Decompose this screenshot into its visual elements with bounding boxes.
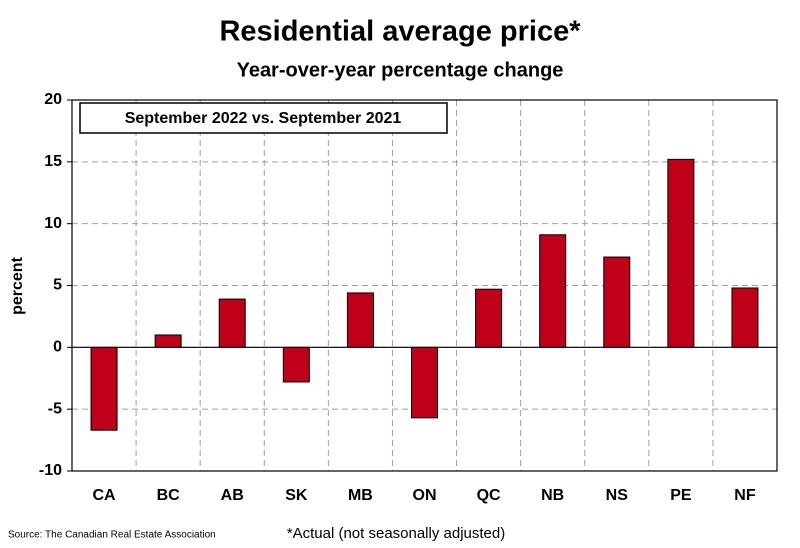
x-tick-label: ON: [413, 487, 437, 504]
bar: [731, 287, 759, 348]
bar: [90, 346, 118, 431]
y-tick-label: -10: [39, 462, 62, 479]
y-tick-label: -5: [48, 400, 62, 417]
bar: [539, 234, 567, 348]
plot-border: [71, 99, 778, 472]
x-tick-label: NB: [541, 487, 564, 504]
x-tick-label: NF: [734, 487, 756, 504]
x-tick-label: AB: [221, 487, 244, 504]
bar: [667, 158, 695, 348]
x-tick-label: QC: [477, 487, 501, 504]
annotation-box: [79, 102, 448, 134]
bar: [411, 346, 438, 419]
footnote: *Actual (not seasonally adjusted): [287, 525, 505, 542]
chart-subtitle: Year-over-year percentage change: [237, 59, 564, 81]
bar: [218, 298, 246, 348]
y-axis-label: percent: [9, 256, 26, 314]
bar: [346, 292, 374, 348]
x-tick-label: NS: [606, 487, 629, 504]
y-tick-label: 10: [44, 215, 62, 232]
y-tick-label: 5: [53, 277, 62, 294]
source: Source: The Canadian Real Estate Associa…: [8, 530, 216, 541]
x-tick-label: BC: [157, 487, 181, 504]
bar: [603, 256, 631, 348]
x-tick-label: CA: [92, 487, 116, 504]
bar: [282, 346, 310, 383]
y-tick-label: 20: [44, 91, 62, 108]
chart-title: Residential average price*: [219, 16, 581, 48]
bar: [154, 334, 182, 348]
y-tick-label: 0: [53, 339, 62, 356]
x-tick-label: SK: [285, 487, 308, 504]
x-tick-label: MB: [348, 487, 373, 504]
y-tick-label: 15: [44, 153, 62, 170]
bar: [475, 288, 503, 348]
x-tick-label: PE: [670, 487, 692, 504]
annotation: September 2022 vs. September 2021: [125, 110, 402, 127]
